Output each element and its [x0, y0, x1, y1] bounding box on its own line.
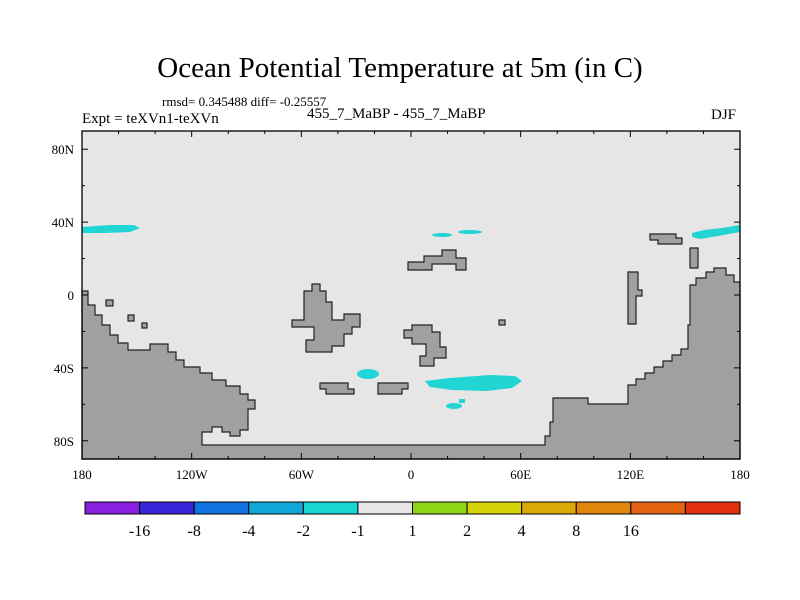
season-label: DJF	[711, 107, 737, 123]
lon-tick-label: 0	[408, 467, 415, 482]
center-label: 455_7_MaBP - 455_7_MaBP	[307, 106, 486, 122]
land-indian-block	[403, 324, 447, 367]
land-south-america	[81, 267, 741, 460]
colorbar-label: 2	[463, 523, 471, 540]
lat-tick-label: 0	[68, 288, 75, 303]
land-island	[141, 322, 148, 329]
lat-tick-label: 80N	[52, 142, 75, 157]
land-island	[498, 319, 506, 326]
colorbar-swatch	[139, 501, 195, 515]
colorbar-swatch	[684, 501, 741, 515]
colorbar-swatch	[521, 501, 577, 515]
lon-tick-label: 60E	[510, 467, 531, 482]
lon-tick-label: 60W	[289, 467, 315, 482]
colorbar-label: 4	[518, 523, 526, 540]
anomaly-patch	[425, 375, 522, 391]
lon-tick-label: 120E	[617, 467, 645, 482]
anomaly-patches	[82, 225, 740, 409]
colorbar-swatch	[357, 501, 413, 515]
lon-tick-label: 180	[72, 467, 92, 482]
land-masses	[81, 233, 741, 460]
colorbar-label: -2	[297, 523, 310, 540]
anomaly-patch	[82, 225, 140, 233]
land-island	[105, 299, 114, 307]
land-atlantic-block	[291, 283, 361, 353]
stats-line: rmsd= 0.345488 diff= -0.25557	[162, 94, 327, 109]
colorbar-swatch	[630, 501, 686, 515]
land-south-strip-west	[319, 382, 355, 395]
colorbar-swatch	[84, 501, 141, 515]
lon-tick-label: 120W	[176, 467, 209, 482]
land-north-block	[407, 249, 467, 271]
colorbar-label: 16	[623, 523, 639, 540]
experiment-label: Expt = teXVn1-teXVn	[82, 111, 219, 127]
anomaly-patch	[692, 225, 740, 239]
land-pacific-strip	[689, 247, 699, 269]
colorbar-label: -16	[129, 523, 150, 540]
map-title: Ocean Potential Temperature at 5m (in C)	[157, 52, 643, 84]
colorbar-swatch	[412, 501, 468, 515]
colorbar-swatch	[302, 501, 359, 515]
colorbar: -16 -8 -4 -2 -1 1 2 4 8 16	[84, 501, 741, 540]
colorbar-label: -1	[351, 523, 364, 540]
land-pacific-mid	[627, 271, 643, 325]
colorbar-swatch	[248, 501, 304, 515]
colorbar-label: -4	[242, 523, 255, 540]
lat-tick-label: 80S	[54, 434, 74, 449]
colorbar-label: -8	[188, 523, 201, 540]
colorbar-swatch	[466, 501, 523, 515]
land-south-strip-mid	[377, 382, 409, 395]
anomaly-patch	[432, 233, 452, 237]
map-ticks: 180 120W 60W 0 60E 120E 180 80N 40N 0 40S 80S	[52, 131, 750, 482]
anomaly-patch	[459, 399, 465, 403]
land-island	[127, 314, 135, 322]
lat-tick-label: 40N	[52, 215, 75, 230]
anomaly-patch	[446, 403, 462, 409]
lat-tick-label: 40S	[54, 361, 74, 376]
colorbar-label: 8	[572, 523, 580, 540]
colorbar-swatch	[193, 501, 250, 515]
anomaly-patch	[458, 230, 482, 234]
land-pacific-north	[649, 233, 683, 245]
anomaly-patch	[357, 369, 379, 379]
colorbar-swatch	[575, 501, 632, 515]
lon-tick-label: 180	[730, 467, 750, 482]
colorbar-label: 1	[409, 523, 417, 540]
